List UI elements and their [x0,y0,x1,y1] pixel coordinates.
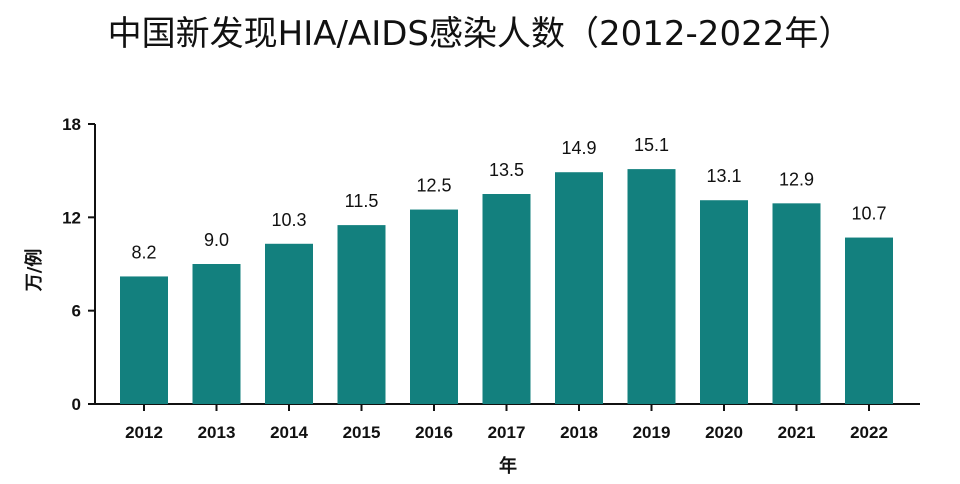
data-label-2014: 10.3 [271,210,306,230]
x-tick-label-2022: 2022 [850,423,888,442]
bar-2019 [627,169,676,404]
bars [120,169,893,404]
chart-title: 中国新发现HIA/AIDS感染人数（2012-2022年） [107,14,853,54]
x-tick-label-2015: 2015 [343,423,381,442]
x-tick-label-2021: 2021 [778,423,816,442]
x-tick-label-2014: 2014 [270,423,308,442]
bar-2021 [772,203,821,404]
data-label-2019: 15.1 [634,135,669,155]
y-tick-label: 12 [62,208,81,227]
x-tick-label-2018: 2018 [560,423,598,442]
y-axis: 0 6 12 18 [62,115,96,414]
y-tick-label: 6 [72,302,81,321]
bar-2016 [410,209,458,404]
bar-2013 [192,264,241,404]
data-label-2017: 13.5 [489,160,524,180]
bar-2022 [845,237,893,404]
x-tick-label-2012: 2012 [125,423,163,442]
data-label-2013: 9.0 [204,230,229,250]
data-label-2018: 14.9 [561,138,596,158]
x-tick-label-2019: 2019 [633,423,671,442]
data-labels: 8.2 9.0 10.3 11.5 12.5 13.5 14.9 15.1 13.1 12.9 10… [131,135,886,262]
bar-2020 [700,200,748,404]
data-label-2015: 11.5 [345,191,379,211]
bar-2017 [482,194,531,404]
x-tick-label-2020: 2020 [705,423,743,442]
x-axis-title: 年 [499,455,517,477]
y-tick-label: 18 [62,115,81,134]
x-axis: 2012 2013 2014 2015 2016 2017 2018 2019 2020 2021… [95,403,920,442]
y-tick-label: 0 [72,395,81,414]
data-label-2012: 8.2 [131,242,156,262]
y-axis-title: 万/例 [23,249,45,293]
data-label-2020: 13.1 [706,166,741,186]
bar-2014 [265,243,313,404]
data-label-2021: 12.9 [779,169,814,189]
data-label-2016: 12.5 [416,176,451,196]
bar-2015 [337,225,386,404]
x-tick-label-2016: 2016 [415,423,453,442]
x-tick-label-2017: 2017 [488,423,526,442]
x-tick-label-2013: 2013 [198,423,236,442]
bar-2012 [120,276,168,404]
data-label-2022: 10.7 [851,204,886,224]
bar-2018 [555,172,603,404]
